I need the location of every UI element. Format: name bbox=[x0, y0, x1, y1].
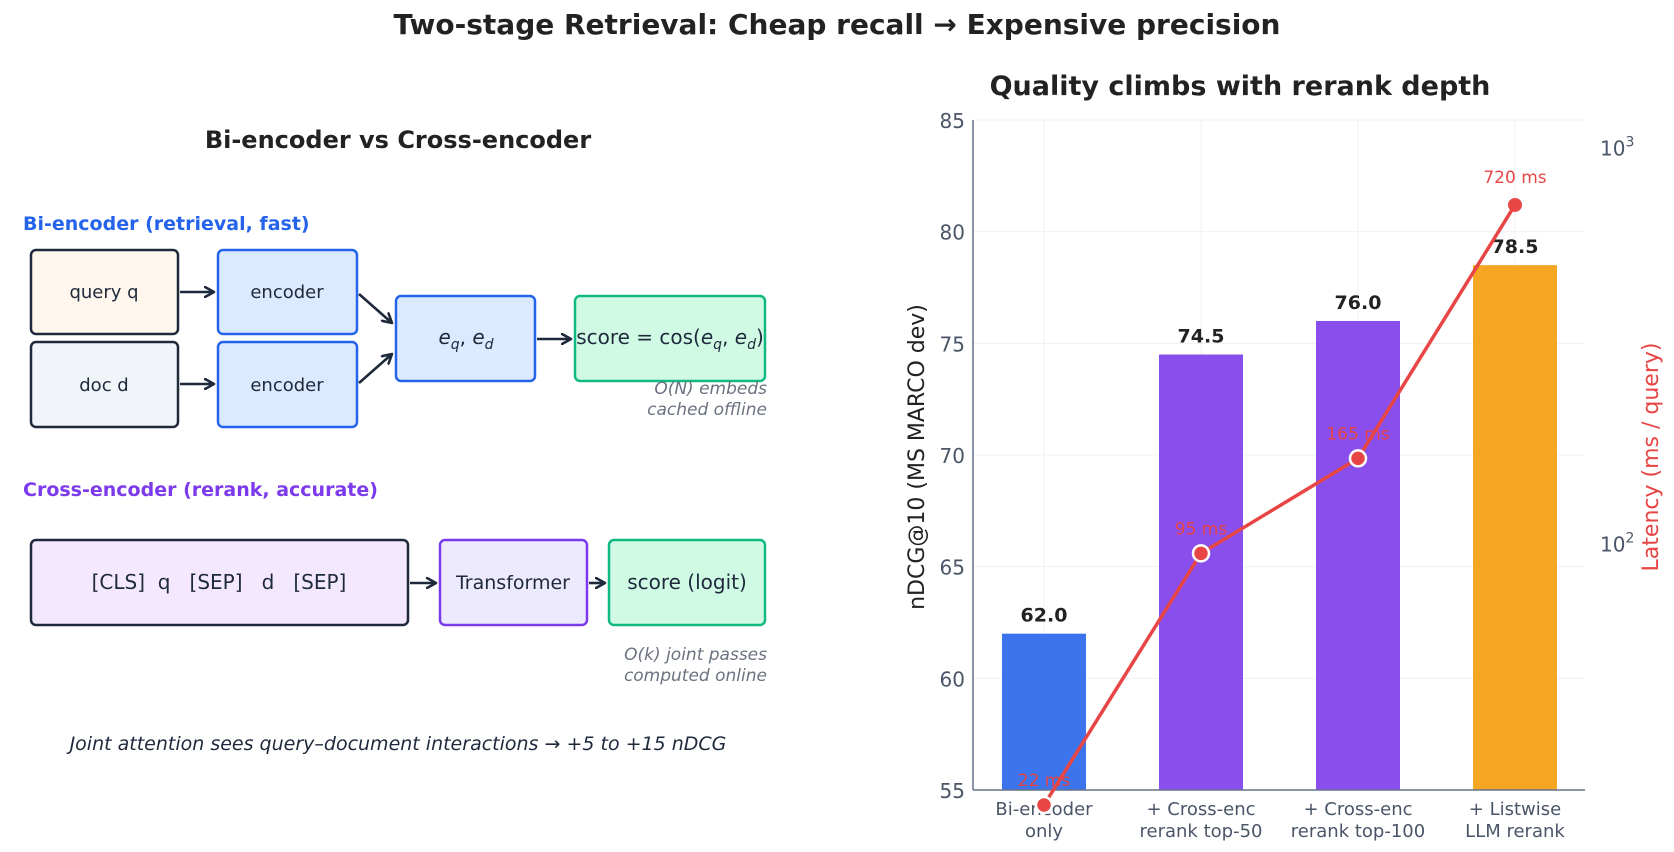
latency-point bbox=[1191, 544, 1211, 563]
latency-label: 22 ms bbox=[1018, 771, 1071, 791]
score-prefix: score = cos( bbox=[576, 325, 701, 349]
doc-box: doc d bbox=[29, 340, 180, 429]
secondary-y-tick-label: 102 bbox=[1600, 531, 1634, 557]
embed-sub-q: q bbox=[451, 337, 460, 353]
x-tick-label: + Cross-enc rerank top-50 bbox=[1140, 799, 1263, 842]
arrow-encoder-bottom-to-embeds bbox=[358, 354, 392, 384]
encoder-bottom-label: encoder bbox=[250, 375, 324, 396]
bar-value-label: 76.0 bbox=[1335, 292, 1382, 314]
bar-3 bbox=[1316, 321, 1400, 790]
tick-base: 10 bbox=[1600, 533, 1625, 557]
embed-e1: e bbox=[438, 325, 450, 349]
latency-point bbox=[1034, 795, 1054, 815]
x-tick-label: + Cross-enc rerank top-100 bbox=[1291, 799, 1425, 842]
score-sub-q: q bbox=[713, 337, 722, 353]
x-tick-label-line: + Cross-enc bbox=[1146, 799, 1255, 820]
score-e2: e bbox=[735, 325, 747, 349]
x-tick-label: + Listwise LLM rerank bbox=[1465, 799, 1565, 842]
embed-comma: , bbox=[460, 325, 473, 349]
bar-value-label: 74.5 bbox=[1178, 326, 1225, 348]
bar-2 bbox=[1159, 354, 1243, 790]
encoder-diagram: Bi-encoder vs Cross-encoder Bi-encoder (… bbox=[23, 126, 767, 755]
latency-line bbox=[1042, 204, 1517, 806]
doc-label: doc d bbox=[79, 375, 128, 396]
x-tick-label-line: rerank top-100 bbox=[1291, 821, 1425, 842]
latency-label: 720 ms bbox=[1483, 168, 1546, 188]
cosine-score-box: score = cos(eq, ed) bbox=[573, 294, 767, 383]
cross-encoder-label: Cross-encoder (rerank, accurate) bbox=[23, 479, 378, 501]
y-axis-label: nDCG@10 (MS MARCO dev) bbox=[905, 304, 930, 610]
query-box: query q bbox=[29, 248, 180, 336]
bi-note-line1: O(N) embeds bbox=[654, 379, 767, 399]
cross-note-line1: O(k) joint passes bbox=[624, 645, 767, 665]
embeddings-label: eq, ed bbox=[438, 325, 493, 353]
latency-point bbox=[1348, 449, 1368, 468]
embed-e2: e bbox=[472, 325, 484, 349]
query-label: query q bbox=[69, 282, 138, 303]
encoder-top-box: encoder bbox=[216, 248, 359, 336]
page-title: Two-stage Retrieval: Cheap recall → Expe… bbox=[393, 8, 1281, 41]
x-tick-label-line: + Listwise bbox=[1469, 799, 1561, 820]
secondary-y-axis-label: Latency (ms / query) bbox=[1639, 343, 1664, 572]
score-e1: e bbox=[701, 325, 713, 349]
y-tick-label: 70 bbox=[940, 444, 965, 468]
bar-4 bbox=[1473, 265, 1557, 791]
y-tick-label: 75 bbox=[940, 332, 965, 356]
transformer-box: Transformer bbox=[438, 538, 589, 627]
score-comma: , bbox=[722, 325, 735, 349]
latency-point bbox=[1508, 197, 1522, 212]
tick-base: 10 bbox=[1600, 136, 1625, 160]
chart-axes: 55606570758085Bi-encoderonly+ Cross-encr… bbox=[940, 109, 1635, 842]
encoder-bottom-box: encoder bbox=[216, 340, 359, 429]
chart-title: Quality climbs with rerank depth bbox=[990, 71, 1491, 102]
logit-score-box: score (logit) bbox=[607, 538, 767, 627]
arrow-encoder-top-to-embeds bbox=[358, 293, 392, 323]
tick-exponent: 3 bbox=[1625, 134, 1634, 150]
cross-note-line2: computed online bbox=[624, 666, 767, 686]
latency-label: 95 ms bbox=[1175, 519, 1228, 539]
diagram-title: Bi-encoder vs Cross-encoder bbox=[205, 126, 591, 154]
ndcg-latency-chart: Quality climbs with rerank depth 62.0 74.… bbox=[905, 71, 1664, 842]
y-tick-label: 60 bbox=[940, 667, 965, 691]
transformer-label: Transformer bbox=[455, 572, 570, 594]
latency-series: 22 ms 95 ms 165 ms 720 ms bbox=[1018, 168, 1547, 815]
cross-input-label: [CLS] q [SEP] d [SEP] bbox=[92, 570, 347, 594]
score-suffix: ) bbox=[756, 325, 764, 349]
tick-exponent: 2 bbox=[1625, 531, 1634, 547]
bar-1 bbox=[1002, 633, 1086, 790]
y-tick-label: 80 bbox=[940, 221, 965, 245]
latency-label: 165 ms bbox=[1326, 424, 1389, 444]
embeddings-box: eq, ed bbox=[394, 294, 537, 383]
cross-input-box: [CLS] q [SEP] d [SEP] bbox=[29, 538, 410, 627]
bi-encoder-label: Bi-encoder (retrieval, fast) bbox=[23, 213, 310, 235]
x-tick-label-line: only bbox=[1025, 821, 1063, 842]
score-sub-d: d bbox=[747, 337, 756, 353]
encoder-top-label: encoder bbox=[250, 282, 324, 303]
x-tick-label-line: LLM rerank bbox=[1465, 821, 1565, 842]
y-tick-label: 65 bbox=[940, 556, 965, 580]
bi-note-line2: cached offline bbox=[647, 400, 767, 420]
chart-bars: 62.0 74.5 76.0 78.5 bbox=[1002, 236, 1557, 791]
x-tick-label-line: rerank top-50 bbox=[1140, 821, 1263, 842]
bar-value-label: 78.5 bbox=[1492, 236, 1539, 258]
bar-value-label: 62.0 bbox=[1021, 605, 1068, 627]
y-tick-label: 55 bbox=[940, 779, 965, 803]
logit-score-label: score (logit) bbox=[627, 570, 747, 594]
diagram-footer: Joint attention sees query–document inte… bbox=[66, 733, 727, 755]
x-tick-label-line: + Cross-enc bbox=[1303, 799, 1412, 820]
embed-sub-d: d bbox=[485, 337, 494, 353]
y-tick-label: 85 bbox=[940, 109, 965, 133]
secondary-y-tick-label: 103 bbox=[1600, 134, 1634, 160]
cosine-score-label: score = cos(eq, ed) bbox=[576, 325, 764, 353]
